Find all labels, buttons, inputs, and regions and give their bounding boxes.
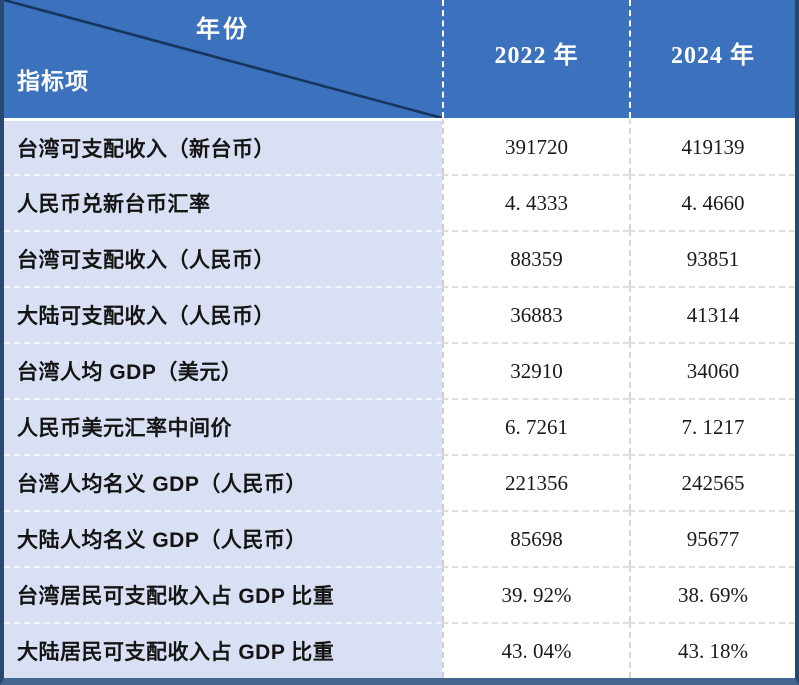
row-label: 台湾人均 GDP（美元） xyxy=(4,342,442,398)
row-label: 大陆可支配收入（人民币） xyxy=(4,286,442,342)
table-row: 台湾可支配收入（人民币） 88359 93851 xyxy=(4,230,795,286)
table-row: 人民币兑新台币汇率 4. 4333 4. 4660 xyxy=(4,174,795,230)
header-corner-indicator-label: 指标项 xyxy=(17,68,89,94)
value-2024: 41314 xyxy=(629,286,795,342)
table-body: 台湾可支配收入（新台币） 391720 419139 人民币兑新台币汇率 4. … xyxy=(4,118,795,678)
row-label: 台湾可支配收入（人民币） xyxy=(4,230,442,286)
row-label: 台湾可支配收入（新台币） xyxy=(4,118,442,174)
value-2024: 7. 1217 xyxy=(629,398,795,454)
table-row: 大陆可支配收入（人民币） 36883 41314 xyxy=(4,286,795,342)
value-2024: 419139 xyxy=(629,118,795,174)
table-row: 人民币美元汇率中间价 6. 7261 7. 1217 xyxy=(4,398,795,454)
row-label: 台湾人均名义 GDP（人民币） xyxy=(4,454,442,510)
table-row: 台湾可支配收入（新台币） 391720 419139 xyxy=(4,118,795,174)
diagonal-divider-line xyxy=(4,0,442,118)
value-2022: 43. 04% xyxy=(442,622,629,678)
value-2022: 221356 xyxy=(442,454,629,510)
header-corner-cell: 年份 指标项 xyxy=(4,0,442,118)
value-2024: 242565 xyxy=(629,454,795,510)
value-2024: 34060 xyxy=(629,342,795,398)
value-2024: 95677 xyxy=(629,510,795,566)
value-2022: 85698 xyxy=(442,510,629,566)
table-row: 大陆居民可支配收入占 GDP 比重 43. 04% 43. 18% xyxy=(4,622,795,678)
value-2022: 32910 xyxy=(442,342,629,398)
table-header-row: 年份 指标项 2022 年 2024 年 xyxy=(4,0,795,118)
column-header-2022: 2022 年 xyxy=(442,0,629,118)
value-2024: 43. 18% xyxy=(629,622,795,678)
value-2024: 38. 69% xyxy=(629,566,795,622)
row-label: 台湾居民可支配收入占 GDP 比重 xyxy=(4,566,442,622)
value-2022: 6. 7261 xyxy=(442,398,629,454)
value-2024: 93851 xyxy=(629,230,795,286)
header-corner-year-label: 年份 xyxy=(196,16,250,43)
table-row: 台湾居民可支配收入占 GDP 比重 39. 92% 38. 69% xyxy=(4,566,795,622)
value-2022: 36883 xyxy=(442,286,629,342)
value-2022: 88359 xyxy=(442,230,629,286)
value-2022: 391720 xyxy=(442,118,629,174)
row-label: 人民币美元汇率中间价 xyxy=(4,398,442,454)
table-row: 大陆人均名义 GDP（人民币） 85698 95677 xyxy=(4,510,795,566)
column-header-2024: 2024 年 xyxy=(629,0,795,118)
value-2022: 4. 4333 xyxy=(442,174,629,230)
row-label: 大陆居民可支配收入占 GDP 比重 xyxy=(4,622,442,678)
value-2022: 39. 92% xyxy=(442,566,629,622)
row-label: 人民币兑新台币汇率 xyxy=(4,174,442,230)
value-2024: 4. 4660 xyxy=(629,174,795,230)
row-label: 大陆人均名义 GDP（人民币） xyxy=(4,510,442,566)
table-row: 台湾人均 GDP（美元） 32910 34060 xyxy=(4,342,795,398)
table-row: 台湾人均名义 GDP（人民币） 221356 242565 xyxy=(4,454,795,510)
